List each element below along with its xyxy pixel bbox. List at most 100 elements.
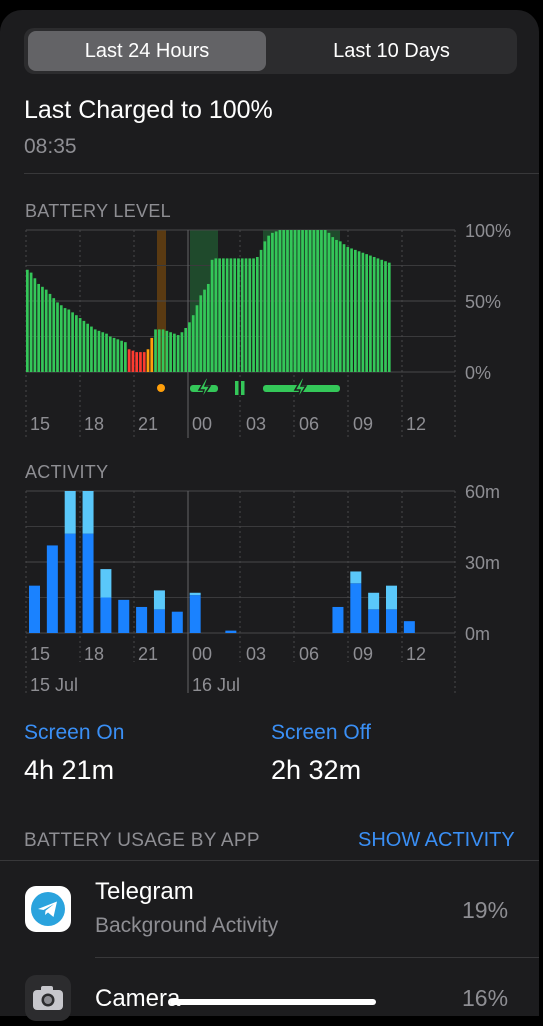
battery-bar bbox=[252, 258, 255, 372]
battery-bar bbox=[335, 239, 338, 372]
screen-on-bar bbox=[350, 583, 362, 633]
x-tick-label: 12 bbox=[406, 414, 426, 434]
battery-bar bbox=[259, 249, 263, 372]
screen-on-bar bbox=[136, 606, 148, 633]
battery-bar bbox=[63, 308, 67, 372]
x-tick-label: 00 bbox=[192, 414, 212, 434]
low-power-dot bbox=[157, 384, 165, 392]
battery-bar bbox=[312, 230, 316, 372]
battery-bar bbox=[44, 289, 48, 372]
battery-bar bbox=[112, 337, 116, 372]
battery-bar bbox=[206, 283, 210, 372]
screen-on-bar bbox=[118, 599, 130, 633]
battery-bar bbox=[37, 283, 41, 372]
battery-bar bbox=[157, 329, 161, 372]
screen-on-value: 4h 21m bbox=[24, 755, 115, 785]
battery-bar bbox=[316, 230, 319, 372]
screen-off-bar bbox=[189, 592, 201, 596]
battery-bar bbox=[331, 237, 335, 372]
battery-bar bbox=[75, 315, 78, 372]
screen-off-value: 2h 32m bbox=[271, 755, 362, 785]
battery-level-heading: BATTERY LEVEL bbox=[25, 201, 171, 221]
battery-bar bbox=[387, 262, 391, 372]
app-row-telegram[interactable]: Telegram Background Activity 19% bbox=[0, 861, 539, 957]
y-tick-label: 0% bbox=[465, 363, 491, 383]
x-tick-label: 00 bbox=[192, 644, 212, 664]
app-row-camera[interactable]: Camera 16% bbox=[0, 958, 539, 1021]
x-tick-label: 06 bbox=[299, 644, 319, 664]
screen-on-bar bbox=[171, 611, 183, 633]
battery-bar bbox=[263, 241, 267, 372]
screen-off-bar bbox=[153, 590, 165, 610]
screen-on-label: Screen On bbox=[24, 721, 125, 744]
tab-last-10-days[interactable]: Last 10 Days bbox=[333, 40, 450, 62]
tab-last-24-hours[interactable]: Last 24 Hours bbox=[28, 31, 266, 71]
y-tick-label: 0m bbox=[465, 624, 490, 644]
home-indicator[interactable] bbox=[170, 999, 376, 1005]
battery-bar bbox=[116, 339, 120, 372]
battery-bar bbox=[376, 258, 380, 372]
screen-on-bar bbox=[332, 606, 344, 633]
show-activity-button[interactable]: SHOW ACTIVITY bbox=[358, 829, 515, 851]
screen-on-bar bbox=[386, 609, 397, 633]
battery-bar bbox=[41, 286, 44, 372]
screen-off-bar bbox=[100, 569, 112, 598]
screen-off-bar bbox=[368, 592, 380, 610]
battery-bar bbox=[127, 349, 131, 372]
battery-bar bbox=[365, 254, 368, 372]
battery-bar bbox=[135, 352, 139, 372]
battery-bar bbox=[342, 244, 346, 372]
x-tick-label: 21 bbox=[138, 644, 158, 664]
battery-bar bbox=[372, 256, 376, 372]
screen-on-bar bbox=[82, 533, 94, 633]
battery-bar bbox=[244, 258, 248, 372]
last-charged-time: 08:35 bbox=[24, 135, 77, 158]
battery-bar bbox=[131, 350, 135, 372]
screen-on-bar bbox=[29, 585, 40, 633]
battery-bar bbox=[353, 249, 357, 372]
battery-bar bbox=[56, 302, 59, 372]
battery-bar bbox=[139, 352, 142, 372]
battery-bar bbox=[229, 258, 233, 372]
last-charged-title: Last Charged to 100% bbox=[24, 96, 273, 124]
date-label: 16 Jul bbox=[192, 675, 240, 695]
time-range-control[interactable]: Last 24 Hours Last 10 Days bbox=[24, 28, 517, 74]
x-tick-label: 21 bbox=[138, 414, 158, 434]
screen-on-bar bbox=[403, 621, 415, 633]
battery-bar bbox=[320, 230, 323, 372]
usage-heading: BATTERY USAGE BY APP bbox=[24, 830, 260, 851]
battery-bar bbox=[184, 327, 188, 372]
screen-on-bar bbox=[225, 630, 237, 633]
battery-bar bbox=[282, 230, 286, 372]
screen-on-bar bbox=[153, 609, 165, 633]
battery-bar bbox=[357, 251, 361, 372]
battery-bar bbox=[308, 230, 312, 372]
battery-bar bbox=[327, 232, 331, 372]
battery-bar bbox=[301, 230, 304, 372]
battery-bar bbox=[78, 318, 82, 372]
camera-icon bbox=[25, 975, 71, 1021]
battery-bar bbox=[150, 337, 154, 372]
x-tick-label: 09 bbox=[353, 644, 373, 664]
battery-bar bbox=[222, 258, 225, 372]
x-tick-label: 03 bbox=[246, 644, 266, 664]
divider bbox=[0, 860, 539, 861]
battery-bar bbox=[350, 248, 353, 372]
y-tick-label: 50% bbox=[465, 292, 501, 312]
battery-bar bbox=[173, 333, 176, 372]
date-label: 15 Jul bbox=[30, 675, 78, 695]
battery-bar bbox=[101, 332, 105, 372]
battery-bar bbox=[286, 230, 289, 372]
battery-bar bbox=[369, 255, 372, 372]
screen-off-bar bbox=[82, 491, 94, 534]
battery-bar bbox=[293, 230, 297, 372]
battery-bar bbox=[274, 231, 278, 372]
battery-bar bbox=[26, 269, 29, 372]
battery-bar bbox=[248, 258, 252, 372]
battery-bar bbox=[90, 326, 93, 372]
battery-bar bbox=[59, 305, 63, 372]
battery-bar bbox=[271, 232, 274, 372]
battery-bar bbox=[218, 258, 221, 372]
battery-bar bbox=[188, 322, 191, 372]
battery-bar bbox=[210, 259, 214, 372]
